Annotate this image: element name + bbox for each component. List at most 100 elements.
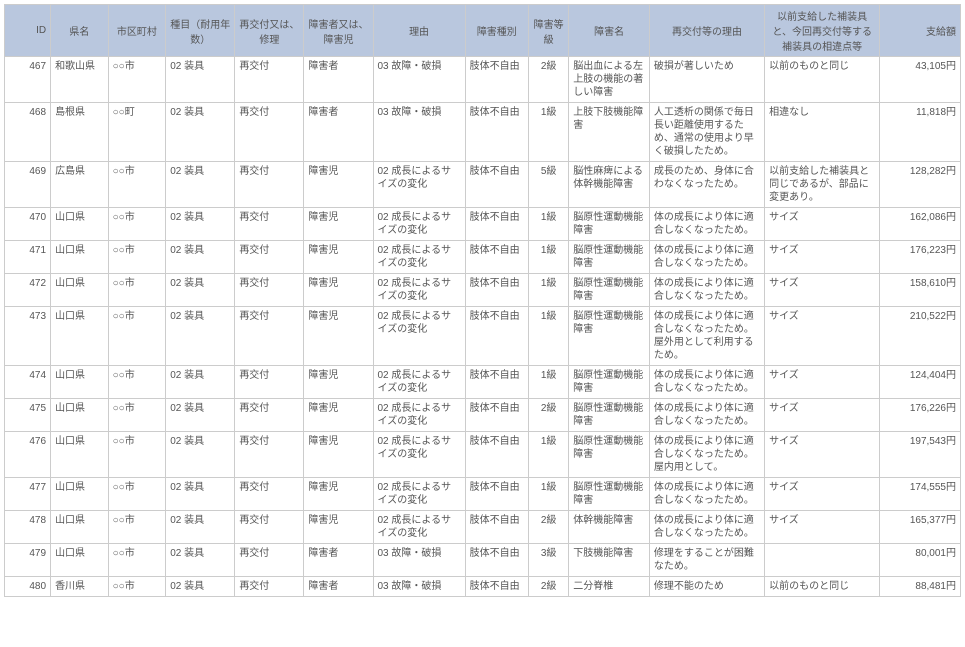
table-row: 480香川県○○市02 装具再交付障害者03 故障・破損肢体不自由2級二分脊椎修… [5, 577, 961, 597]
cell-type: 02 装具 [166, 478, 235, 511]
cell-id: 480 [5, 577, 51, 597]
cell-grade: 1級 [528, 478, 568, 511]
cell-person: 障害者 [304, 103, 373, 162]
cell-id: 478 [5, 511, 51, 544]
cell-grade: 5級 [528, 162, 568, 208]
cell-reason: 02 成長によるサイズの変化 [373, 307, 465, 366]
cell-grade: 1級 [528, 432, 568, 478]
cell-grade: 1級 [528, 274, 568, 307]
cell-person: 障害者 [304, 577, 373, 597]
cell-distype: 肢体不自由 [465, 208, 528, 241]
table-header: ID 県名 市区町村 種目（耐用年数） 再交付又は、修理 障害者又は、障害児 理… [5, 5, 961, 57]
cell-diff: サイズ [765, 399, 880, 432]
cell-disname: 脳原性運動機能障害 [569, 274, 650, 307]
header-distype: 障害種別 [465, 5, 528, 57]
cell-reissue: 再交付 [235, 577, 304, 597]
cell-person: 障害児 [304, 478, 373, 511]
cell-grade: 1級 [528, 208, 568, 241]
cell-reissue: 再交付 [235, 399, 304, 432]
cell-amount: 128,282円 [880, 162, 961, 208]
cell-grade: 1級 [528, 241, 568, 274]
cell-city: ○○市 [108, 57, 166, 103]
cell-reason: 03 故障・破損 [373, 103, 465, 162]
table-row: 468島根県○○町02 装具再交付障害者03 故障・破損肢体不自由1級上肢下肢機… [5, 103, 961, 162]
cell-city: ○○市 [108, 307, 166, 366]
cell-reissue: 再交付 [235, 544, 304, 577]
cell-type: 02 装具 [166, 274, 235, 307]
cell-person: 障害児 [304, 399, 373, 432]
cell-reason: 02 成長によるサイズの変化 [373, 162, 465, 208]
cell-rereason: 体の成長により体に適合しなくなったため。 [649, 208, 764, 241]
cell-type: 02 装具 [166, 57, 235, 103]
cell-grade: 3級 [528, 544, 568, 577]
cell-reissue: 再交付 [235, 208, 304, 241]
cell-id: 477 [5, 478, 51, 511]
table-row: 470山口県○○市02 装具再交付障害児02 成長によるサイズの変化肢体不自由1… [5, 208, 961, 241]
cell-diff: サイズ [765, 307, 880, 366]
cell-distype: 肢体不自由 [465, 366, 528, 399]
header-disname: 障害名 [569, 5, 650, 57]
cell-city: ○○市 [108, 577, 166, 597]
cell-city: ○○市 [108, 399, 166, 432]
cell-amount: 174,555円 [880, 478, 961, 511]
cell-disname: 脳性麻痺による体幹機能障害 [569, 162, 650, 208]
cell-reissue: 再交付 [235, 57, 304, 103]
cell-id: 476 [5, 432, 51, 478]
cell-diff: サイズ [765, 478, 880, 511]
cell-amount: 176,223円 [880, 241, 961, 274]
cell-distype: 肢体不自由 [465, 274, 528, 307]
table-row: 475山口県○○市02 装具再交付障害児02 成長によるサイズの変化肢体不自由2… [5, 399, 961, 432]
cell-city: ○○市 [108, 208, 166, 241]
cell-amount: 88,481円 [880, 577, 961, 597]
cell-reissue: 再交付 [235, 241, 304, 274]
cell-pref: 山口県 [51, 432, 109, 478]
cell-reason: 02 成長によるサイズの変化 [373, 241, 465, 274]
cell-amount: 43,105円 [880, 57, 961, 103]
cell-distype: 肢体不自由 [465, 307, 528, 366]
cell-amount: 11,818円 [880, 103, 961, 162]
cell-type: 02 装具 [166, 577, 235, 597]
cell-rereason: 体の成長により体に適合しなくなったため。 [649, 399, 764, 432]
cell-pref: 島根県 [51, 103, 109, 162]
cell-id: 469 [5, 162, 51, 208]
cell-reason: 03 故障・破損 [373, 57, 465, 103]
table-row: 471山口県○○市02 装具再交付障害児02 成長によるサイズの変化肢体不自由1… [5, 241, 961, 274]
cell-id: 475 [5, 399, 51, 432]
cell-type: 02 装具 [166, 399, 235, 432]
cell-amount: 80,001円 [880, 544, 961, 577]
cell-disname: 脳原性運動機能障害 [569, 366, 650, 399]
cell-person: 障害者 [304, 544, 373, 577]
cell-disname: 脳原性運動機能障害 [569, 307, 650, 366]
cell-type: 02 装具 [166, 208, 235, 241]
cell-diff: 以前のものと同じ [765, 57, 880, 103]
cell-id: 468 [5, 103, 51, 162]
cell-reason: 02 成長によるサイズの変化 [373, 478, 465, 511]
cell-rereason: 体の成長により体に適合しなくなったため。屋内用として。 [649, 432, 764, 478]
table-body: 467和歌山県○○市02 装具再交付障害者03 故障・破損肢体不自由2級脳出血に… [5, 57, 961, 597]
cell-person: 障害児 [304, 274, 373, 307]
header-pref: 県名 [51, 5, 109, 57]
table-row: 474山口県○○市02 装具再交付障害児02 成長によるサイズの変化肢体不自由1… [5, 366, 961, 399]
cell-reason: 03 故障・破損 [373, 544, 465, 577]
cell-grade: 1級 [528, 103, 568, 162]
cell-diff [765, 544, 880, 577]
table-row: 472山口県○○市02 装具再交付障害児02 成長によるサイズの変化肢体不自由1… [5, 274, 961, 307]
cell-amount: 197,543円 [880, 432, 961, 478]
cell-reissue: 再交付 [235, 103, 304, 162]
cell-reissue: 再交付 [235, 366, 304, 399]
cell-id: 470 [5, 208, 51, 241]
cell-reason: 02 成長によるサイズの変化 [373, 366, 465, 399]
table-row: 479山口県○○市02 装具再交付障害者03 故障・破損肢体不自由3級下肢機能障… [5, 544, 961, 577]
cell-rereason: 体の成長により体に適合しなくなったため。 [649, 274, 764, 307]
cell-grade: 2級 [528, 57, 568, 103]
cell-person: 障害児 [304, 511, 373, 544]
cell-city: ○○市 [108, 432, 166, 478]
cell-id: 467 [5, 57, 51, 103]
cell-disname: 脳原性運動機能障害 [569, 208, 650, 241]
cell-disname: 二分脊椎 [569, 577, 650, 597]
cell-disname: 下肢機能障害 [569, 544, 650, 577]
table-row: 477山口県○○市02 装具再交付障害児02 成長によるサイズの変化肢体不自由1… [5, 478, 961, 511]
cell-rereason: 体の成長により体に適合しなくなったため。 [649, 366, 764, 399]
cell-type: 02 装具 [166, 544, 235, 577]
header-diff: 以前支給した補装具と、今回再交付等する補装具の相違点等 [765, 5, 880, 57]
